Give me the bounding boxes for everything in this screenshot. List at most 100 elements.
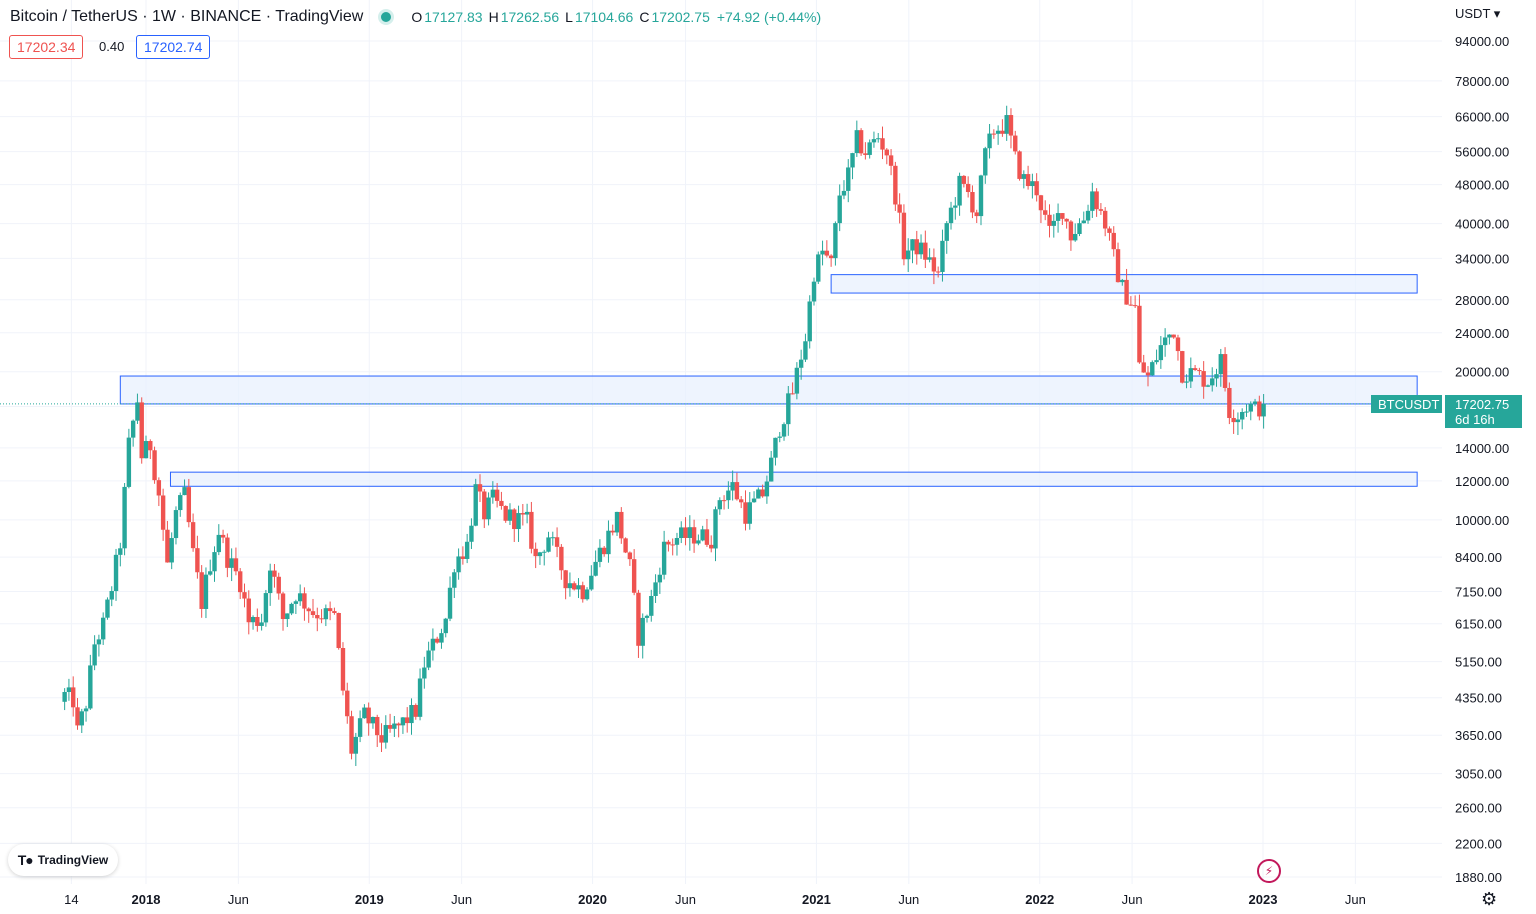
candle-body — [683, 527, 688, 538]
price-zone-rectangle[interactable] — [830, 274, 1418, 294]
candle-body — [1244, 411, 1249, 413]
candle-body — [1184, 381, 1189, 383]
candle-body — [405, 717, 410, 724]
candle-body — [443, 618, 448, 634]
candle-body — [285, 613, 290, 620]
candle-body — [92, 644, 97, 666]
time-tick-label: 2020 — [578, 892, 607, 907]
candle-body — [1257, 401, 1262, 417]
time-tick-label: Jun — [1122, 892, 1143, 907]
currency-selector[interactable]: USDT ▾ — [1455, 6, 1501, 21]
candle-body — [409, 705, 414, 724]
candle-body — [238, 571, 243, 593]
candle-body — [1073, 233, 1078, 241]
symbol-title[interactable]: Bitcoin / TetherUS · 1W · BINANCE · Trad… — [10, 8, 364, 25]
candle-body — [233, 558, 239, 572]
candle-body — [165, 529, 170, 563]
tradingview-logo[interactable]: T● TradingView — [8, 844, 118, 876]
price-tick-label: 40000.00 — [1455, 217, 1509, 232]
candle-body — [1227, 387, 1232, 418]
gear-icon[interactable]: ⚙ — [1481, 889, 1498, 909]
low-value: 17104.66 — [574, 9, 634, 25]
candle-body — [1025, 174, 1031, 187]
candle-body — [696, 540, 701, 544]
tradingview-mark-icon: T● — [17, 852, 34, 868]
candle-body — [777, 436, 782, 438]
candle-body — [494, 489, 500, 501]
candle-body — [666, 541, 671, 545]
time-axis[interactable]: 14 2018 Jun 2019 Jun 2020 Jun 2021 Jun 2022 Jun 202… — [64, 892, 1366, 907]
candle-body — [546, 537, 551, 552]
price-zone-rectangle[interactable] — [169, 471, 1418, 487]
candle-body — [1051, 220, 1056, 226]
candle-body — [83, 708, 89, 712]
candle-body — [786, 393, 791, 425]
candle-body — [1077, 223, 1082, 234]
candle-body — [991, 133, 997, 135]
candle-body — [940, 240, 945, 272]
candle-body — [66, 687, 72, 692]
candle-body — [983, 148, 988, 176]
candle-body — [1090, 191, 1095, 211]
candle-body — [190, 522, 196, 549]
candle-body — [357, 718, 363, 737]
candle-body — [768, 457, 774, 482]
candle-body — [987, 133, 992, 149]
candle-body — [619, 511, 624, 539]
buy-price-button[interactable]: 17202.74 — [136, 35, 211, 59]
spread-value: 0.40 — [99, 39, 125, 54]
candle-body — [944, 223, 949, 241]
candle-body — [1102, 210, 1108, 229]
price-tick-label: 6150.00 — [1455, 617, 1502, 632]
price-tick-label: 2600.00 — [1455, 801, 1502, 816]
candle-body — [1192, 368, 1198, 371]
symbol-badge-bg — [1371, 395, 1442, 413]
candle-body — [250, 616, 256, 623]
candle-body — [199, 572, 204, 609]
candle-body — [1150, 362, 1155, 376]
candle-body — [152, 450, 157, 481]
candle-body — [1128, 304, 1134, 306]
candle-body — [195, 548, 200, 573]
candle-body — [297, 593, 303, 602]
candle-body — [563, 570, 568, 589]
candle-body — [160, 495, 166, 530]
time-tick-label: 14 — [64, 892, 78, 907]
candle-body — [62, 691, 67, 702]
candle-body — [1013, 135, 1018, 152]
candle-body — [426, 650, 431, 668]
candle-body — [225, 537, 230, 568]
price-axis[interactable]: 94000.00 78000.00 66000.00 56000.00 48000.00… — [1455, 34, 1509, 885]
candle-body — [542, 551, 547, 553]
candle-body — [323, 608, 329, 620]
low-label: L — [565, 9, 573, 25]
lightning-icon[interactable]: ⚡ — [1257, 859, 1281, 883]
price-zone-rectangle[interactable] — [119, 375, 1418, 405]
candle-body — [1021, 174, 1027, 179]
candle-body — [893, 165, 898, 205]
sell-price-button[interactable]: 17202.34 — [9, 35, 84, 59]
time-tick-label: 2021 — [802, 892, 831, 907]
price-tick-label: 12000.00 — [1455, 474, 1509, 489]
candle-body — [1081, 220, 1086, 224]
price-tick-label: 48000.00 — [1455, 178, 1509, 193]
candle-body — [1240, 411, 1245, 420]
support-resistance-zones[interactable] — [119, 274, 1418, 487]
candle-body — [130, 420, 136, 438]
candle-body — [396, 723, 401, 726]
candle-body — [486, 497, 491, 520]
candle-body — [559, 546, 564, 571]
candle-body — [649, 595, 654, 616]
candle-body — [139, 402, 144, 459]
candle-body — [734, 482, 740, 500]
candle-body — [126, 437, 132, 487]
candle-body — [948, 207, 954, 224]
candle-body — [606, 530, 611, 555]
candle-body — [1261, 403, 1266, 417]
candle-body — [100, 617, 106, 640]
candle-body — [482, 491, 487, 520]
candle-body — [597, 547, 603, 562]
candle-body — [1214, 374, 1219, 379]
candle-body — [961, 175, 967, 184]
